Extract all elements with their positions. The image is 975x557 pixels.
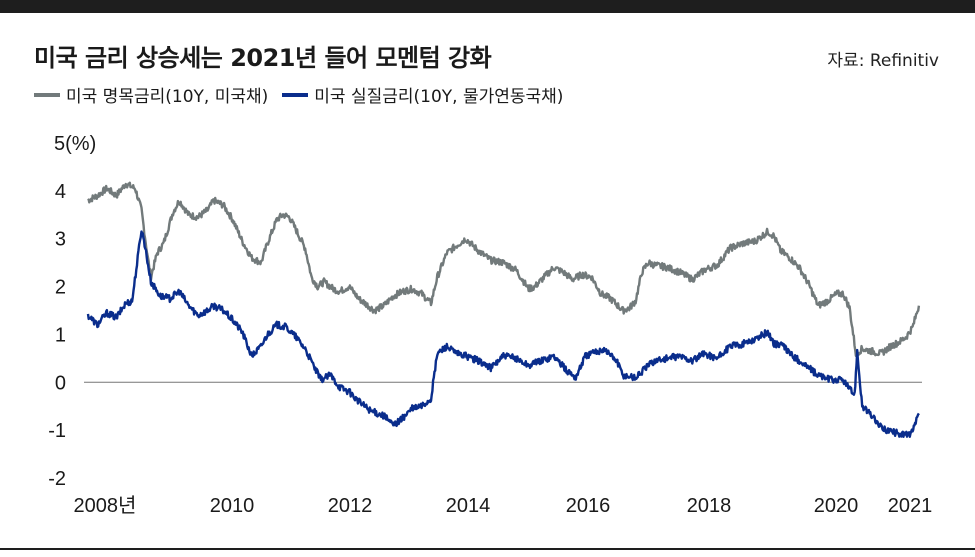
series-real-rate [86, 230, 920, 438]
x-tick-label: 2010 [210, 495, 255, 517]
x-tick-label: 2021 [888, 495, 933, 517]
legend-label-real: 미국 실질금리(10Y, 물가연동국채) [314, 87, 564, 107]
legend-item-real: 미국 실질금리(10Y, 물가연동국채) [282, 82, 563, 107]
y-tick-label: -1 [48, 420, 66, 442]
legend-swatch-nominal [34, 92, 60, 97]
bottom-rule [0, 548, 975, 550]
x-tick-label: 2016 [566, 495, 611, 517]
y-axis: 5(%) 4 3 2 1 0 -1 -2 [48, 133, 96, 490]
x-tick-label: 2012 [328, 495, 373, 517]
y-tick-label: 4 [55, 181, 66, 203]
series-layer [86, 181, 921, 438]
legend-swatch-real [282, 92, 309, 97]
y-tick-label: 2 [55, 277, 66, 299]
y-tick-label: 3 [55, 229, 66, 251]
series-nominal-rate [87, 181, 921, 358]
legend: 미국 명목금리(10Y, 미국채) 미국 실질금리(10Y, 물가연동국채) [34, 82, 563, 107]
y-tick-label: 1 [55, 324, 66, 346]
x-tick-label: 2020 [814, 495, 859, 517]
y-tick-label: 5(%) [54, 133, 96, 155]
y-tick-label: 0 [55, 372, 66, 394]
y-tick-label: -2 [48, 468, 66, 490]
x-axis: 2008년 2010 2012 2014 2016 2018 2020 2021 [74, 494, 933, 517]
x-tick-label: 2008년 [74, 494, 137, 517]
top-rule [0, 0, 975, 13]
legend-item-nominal: 미국 명목금리(10Y, 미국채) [34, 82, 268, 107]
chart-title: 미국 금리 상승세는 2021년 들어 모멘텀 강화 [34, 44, 492, 72]
x-tick-label: 2014 [446, 495, 491, 517]
x-tick-label: 2018 [687, 495, 732, 517]
source-label: 자료: Refinitiv [827, 51, 939, 71]
legend-label-nominal: 미국 명목금리(10Y, 미국채) [66, 87, 269, 107]
